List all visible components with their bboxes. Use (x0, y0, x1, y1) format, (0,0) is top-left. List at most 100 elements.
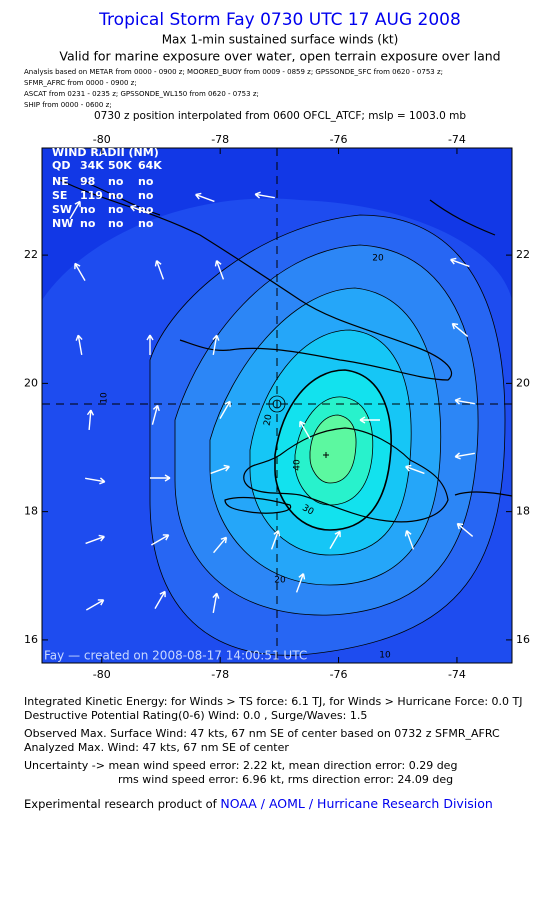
storm-center (323, 452, 329, 458)
y-tick-label: 16 (24, 633, 38, 646)
wind-arrow-shape (210, 464, 230, 475)
wind-radii-cell: SW (52, 203, 72, 216)
contour-label: 20 (263, 413, 275, 426)
wind-arrow (212, 334, 220, 355)
wind-arrow-shape (85, 599, 105, 611)
credit-link[interactable]: NOAA / AOML / Hurricane Research Divisio… (220, 796, 492, 811)
wind-arrow-shape (69, 200, 81, 220)
wind-arrow (154, 260, 165, 280)
x-tick-label: -78 (211, 668, 229, 681)
wind-arrow (451, 322, 469, 337)
map-frame (41, 147, 513, 664)
wind-arrow-shape (359, 416, 380, 424)
wind-arrow-shape (456, 522, 474, 537)
wind-arrow-shape (451, 322, 469, 337)
contour-label: 40 (293, 459, 303, 471)
wind-arrow (270, 530, 281, 550)
wind-arrow-shape (212, 334, 220, 355)
x-tick-label: -80 (93, 133, 111, 146)
contour-lines (149, 214, 506, 656)
subtitle: Max 1-min sustained surface winds (kt) (162, 33, 399, 47)
wind-arrow-shape (154, 590, 166, 610)
contour-label: 20 (372, 254, 384, 264)
wind-arrow (295, 573, 306, 593)
wind-radii-cell: no (138, 217, 154, 230)
wind-arrow (154, 590, 166, 610)
wind-arrow-shape (85, 477, 106, 485)
wind-radii-cell: NE (52, 175, 69, 188)
wind-arrow-shape (454, 452, 475, 460)
contour-label: 10 (379, 651, 391, 661)
wind-radii-title: WIND RADII (NM) (52, 146, 159, 159)
wind-arrow (454, 397, 475, 405)
footer-line: Uncertainty -> mean wind speed error: 2.… (24, 759, 457, 772)
wind-arrow-shape (299, 420, 311, 440)
wind-arrow-shape (329, 530, 341, 550)
source-line: ASCAT from 0231 - 0235 z; GPSSONDE_WL150… (24, 90, 259, 98)
title: Tropical Storm Fay 0730 UTC 17 AUG 2008 (98, 10, 461, 30)
y-tick-label: 22 (24, 248, 38, 261)
wind-arrow-shape (214, 260, 225, 280)
wind-arrow (329, 530, 341, 550)
wind-radii-cell: 98 (80, 175, 95, 188)
y-tick-label: 22 (516, 248, 530, 261)
wind-radii-header: 64K (138, 159, 162, 172)
wind-radii-cell: NW (52, 217, 73, 230)
x-tick-label: -74 (448, 133, 466, 146)
wind-arrow-shape (295, 573, 306, 593)
y-tick-label: 20 (24, 376, 38, 389)
wind-arrow-shape (213, 536, 228, 554)
position-note: 0730 z position interpolated from 0600 O… (94, 110, 466, 122)
x-tick-label: -78 (211, 133, 229, 146)
source-line: SFMR_AFRC from 0000 - 0900 z; (24, 79, 137, 87)
wind-arrow-shape (130, 204, 150, 215)
wind-arrow-shape (151, 404, 160, 425)
footer-line: Destructive Potential Rating(0-6) Wind: … (24, 709, 367, 722)
wind-radii-cell: no (138, 189, 154, 202)
wind-arrow (195, 192, 215, 203)
wind-arrow (214, 260, 225, 280)
wind-arrow-shape (405, 464, 425, 475)
wind-arrow (359, 416, 380, 424)
wind-arrow (151, 404, 160, 425)
x-tick-label: -76 (330, 668, 348, 681)
validity: Valid for marine exposure over water, op… (59, 49, 500, 64)
wind-arrow-shape (154, 260, 165, 280)
wind-arrow-shape (75, 334, 83, 355)
wind-arrow-shape (219, 400, 231, 420)
wind-arrow-shape (146, 334, 154, 355)
wind-arrow (219, 400, 231, 420)
x-tick-label: -80 (93, 668, 111, 681)
wind-arrow (150, 474, 171, 482)
wind-arrow-shape (270, 530, 281, 550)
wind-radii-cell: SE (52, 189, 67, 202)
wind-radii-cell: no (80, 203, 96, 216)
footer-line: Observed Max. Surface Wind: 47 kts, 67 n… (24, 727, 500, 740)
wind-arrow (74, 262, 86, 282)
wind-arrow (85, 534, 105, 545)
wind-arrow-shape (85, 534, 105, 545)
source-line: SHIP from 0000 - 0600 z; (24, 101, 112, 109)
wind-arrow (456, 522, 474, 537)
wind-radii-header: 34K (80, 159, 104, 172)
y-tick-label: 16 (516, 633, 530, 646)
wind-radii-cell: no (80, 217, 96, 230)
wind-arrow (254, 191, 275, 199)
wind-radii-cell: no (108, 217, 124, 230)
wind-arrow (450, 257, 470, 268)
wind-radii-cell: no (108, 189, 124, 202)
wind-arrow-shape (454, 397, 475, 405)
wind-arrow (130, 204, 150, 215)
contour-label: 20 (274, 576, 286, 586)
x-tick-label: -74 (448, 668, 466, 681)
wind-arrow-shape (195, 192, 215, 203)
credit-prefix: Experimental research product of (24, 797, 220, 811)
footer-line: rms wind speed error: 6.96 kt, rms direc… (118, 773, 453, 786)
wind-arrow (150, 534, 170, 546)
map-credit: Fay — created on 2008-08-17 14:00:51 UTC (44, 649, 307, 663)
wind-arrow-shape (254, 191, 275, 199)
wind-arrow (213, 536, 228, 554)
